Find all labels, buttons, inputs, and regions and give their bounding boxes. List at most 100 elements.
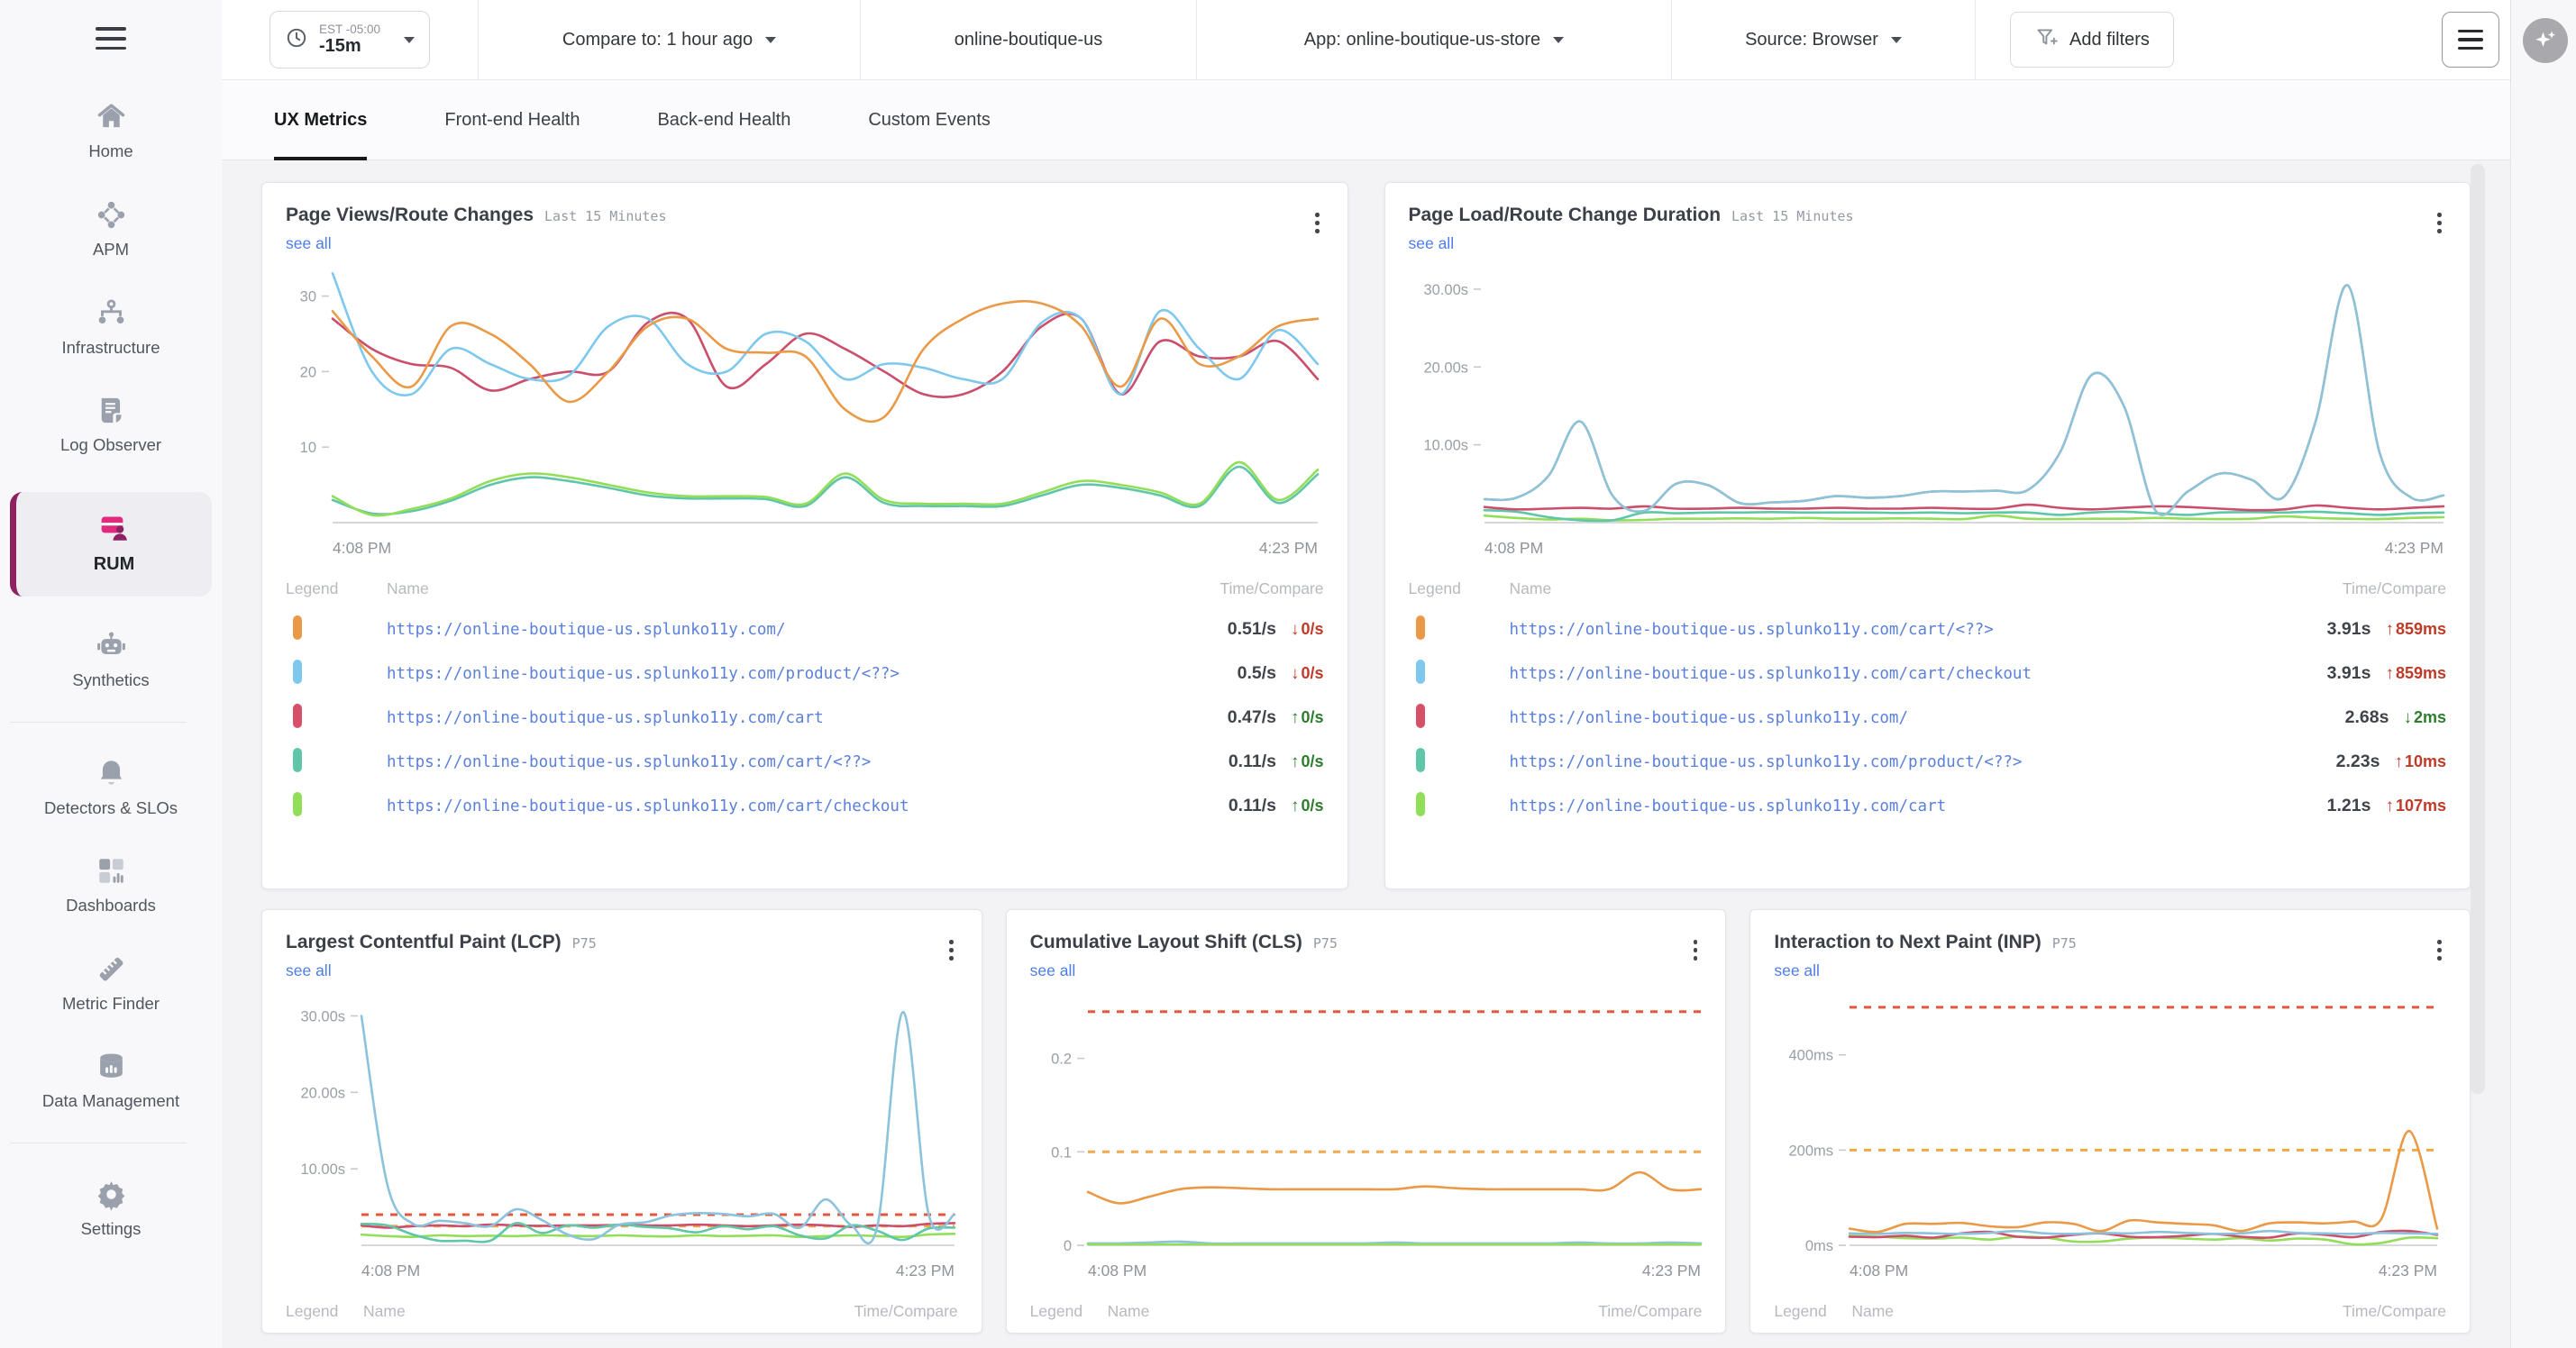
legend-value: 0.47/s xyxy=(1227,707,1276,727)
kebab-menu-icon[interactable] xyxy=(1689,935,1703,965)
tab-front-end-health[interactable]: Front-end Health xyxy=(444,80,580,159)
legend-url-link[interactable]: https://online-boutique-us.splunko11y.co… xyxy=(1509,708,1909,727)
legend-compare: ↓ 2ms xyxy=(2403,707,2446,727)
sidebar-item-detectors-slos[interactable]: Detectors & SLOs xyxy=(10,757,212,819)
tab-label: Back-end Health xyxy=(657,109,791,130)
page-views-route-changes-chart[interactable]: 10 20 30 4:08 PM 4:23 PM xyxy=(286,266,1324,562)
see-all-link[interactable]: see all xyxy=(1408,234,1455,252)
kebab-menu-icon[interactable] xyxy=(1311,208,1324,238)
sidebar-item-log-observer[interactable]: Log Observer xyxy=(10,394,212,456)
cards-row-2: Largest Contentful Paint (LCP) P75 see al… xyxy=(261,909,2471,1334)
sidebar-item-rum[interactable]: RUM xyxy=(10,491,212,597)
sidebar-item-label: Log Observer xyxy=(59,435,162,455)
source-dropdown[interactable]: Source: Browser xyxy=(1672,0,1976,79)
svg-text:30.00s: 30.00s xyxy=(1423,282,1468,298)
legend-row[interactable]: https://online-boutique-us.splunko11y.co… xyxy=(1409,740,2446,784)
hamburger-menu-icon[interactable] xyxy=(90,22,132,55)
svg-text:200ms: 200ms xyxy=(1789,1143,1834,1159)
sidebar-item-metric-finder[interactable]: Metric Finder xyxy=(10,952,212,1015)
series-color-swatch xyxy=(1415,703,1425,728)
sidebar: Home APM Infrastructure Log Observer RUM… xyxy=(0,0,222,1348)
legend-row[interactable]: https://online-boutique-us.splunko11y.co… xyxy=(1409,651,2446,696)
trend-arrow-icon: ↓ xyxy=(1290,663,1300,683)
app-dropdown[interactable]: App: online-boutique-us-store xyxy=(1197,0,1672,79)
sidebar-item-apm[interactable]: APM xyxy=(10,198,212,260)
time-picker-section: EST -05:00 -15m xyxy=(222,0,479,79)
rum-icon xyxy=(97,512,131,545)
interaction-to-next-paint-inp-chart[interactable]: 0ms 200ms 400ms 4:08 PM 4:23 PM xyxy=(1774,993,2446,1285)
kebab-menu-icon[interactable] xyxy=(2433,935,2446,965)
legend-url-link[interactable]: https://online-boutique-us.splunko11y.co… xyxy=(1509,620,1994,639)
filters-section: Add filters xyxy=(1976,0,2174,79)
legend-row[interactable]: https://online-boutique-us.splunko11y.co… xyxy=(286,607,1324,651)
legend-header-time-compare: Time/Compare xyxy=(854,1301,958,1320)
legend-url-link[interactable]: https://online-boutique-us.splunko11y.co… xyxy=(1509,752,2023,771)
see-all-link[interactable]: see all xyxy=(1774,961,1820,979)
legend-table: Legend Name Time/Compare xyxy=(286,1292,958,1330)
cumulative-layout-shift-cls-chart[interactable]: 0 0.1 0.2 4:08 PM 4:23 PM xyxy=(1030,993,1703,1285)
legend-row[interactable]: https://online-boutique-us.splunko11y.co… xyxy=(286,651,1324,696)
card-title: Cumulative Layout Shift (CLS) xyxy=(1029,932,1302,952)
legend-row[interactable]: https://online-boutique-us.splunko11y.co… xyxy=(1409,784,2446,828)
sidebar-item-infrastructure[interactable]: Infrastructure xyxy=(10,296,212,359)
legend-url-link[interactable]: https://online-boutique-us.splunko11y.co… xyxy=(387,708,824,727)
legend-value: 0.11/s xyxy=(1228,796,1276,815)
series-color-swatch xyxy=(293,747,302,772)
legend-row[interactable]: https://online-boutique-us.splunko11y.co… xyxy=(286,740,1324,784)
svg-text:4:08 PM: 4:08 PM xyxy=(1088,1261,1146,1280)
chevron-down-icon xyxy=(1553,36,1565,43)
time-range-picker[interactable]: EST -05:00 -15m xyxy=(269,11,431,68)
cards-row-1: Page Views/Route Changes Last 15 Minutes … xyxy=(261,182,2471,889)
card-subtitle: Last 15 Minutes xyxy=(1731,208,1854,224)
legend-url-link[interactable]: https://online-boutique-us.splunko11y.co… xyxy=(387,797,909,815)
legend-url-link[interactable]: https://online-boutique-us.splunko11y.co… xyxy=(387,620,786,639)
legend-table: Legend Name Time/Compare xyxy=(1774,1292,2446,1330)
page-menu-icon[interactable] xyxy=(2442,12,2499,68)
legend-compare: ↑ 0/s xyxy=(1290,707,1324,727)
svg-text:400ms: 400ms xyxy=(1789,1048,1834,1064)
tab-ux-metrics[interactable]: UX Metrics xyxy=(274,80,368,160)
ai-assistant-button[interactable] xyxy=(2523,18,2568,63)
see-all-link[interactable]: see all xyxy=(286,961,332,979)
main-column: EST -05:00 -15m Compare to: 1 hour ago o… xyxy=(222,0,2510,1348)
environment-filter[interactable]: online-boutique-us xyxy=(861,0,1197,79)
legend-row[interactable]: https://online-boutique-us.splunko11y.co… xyxy=(286,696,1324,740)
svg-text:4:23 PM: 4:23 PM xyxy=(1259,539,1318,557)
svg-text:10: 10 xyxy=(300,440,316,456)
legend-compare: ↑ 859ms xyxy=(2385,619,2446,639)
see-all-link[interactable]: see all xyxy=(286,234,332,252)
sidebar-item-data-management[interactable]: Data Management xyxy=(10,1050,212,1112)
legend-url-link[interactable]: https://online-boutique-us.splunko11y.co… xyxy=(387,664,900,683)
legend-row[interactable]: https://online-boutique-us.splunko11y.co… xyxy=(286,784,1324,828)
settings-icon xyxy=(95,1178,128,1211)
kebab-menu-icon[interactable] xyxy=(2433,208,2446,238)
sidebar-item-synthetics[interactable]: Synthetics xyxy=(10,629,212,691)
legend-header-name: Name xyxy=(387,578,429,597)
kebab-menu-icon[interactable] xyxy=(945,935,958,965)
trend-arrow-icon: ↑ xyxy=(2385,796,2394,815)
sidebar-item-dashboards[interactable]: Dashboards xyxy=(10,854,212,916)
sidebar-item-label: Data Management xyxy=(41,1091,180,1111)
sidebar-item-home[interactable]: Home xyxy=(10,100,212,162)
vertical-scrollbar[interactable] xyxy=(2471,164,2485,1094)
sidebar-item-settings[interactable]: Settings xyxy=(10,1178,212,1240)
sidebar-item-label: RUM xyxy=(93,553,135,574)
legend-url-link[interactable]: https://online-boutique-us.splunko11y.co… xyxy=(1509,664,2032,683)
largest-contentful-paint-lcp-chart[interactable]: 10.00s 20.00s 30.00s 4:08 PM 4:23 PM xyxy=(286,993,958,1285)
add-filters-button[interactable]: Add filters xyxy=(2010,12,2174,68)
legend-header-legend: Legend xyxy=(1029,1301,1083,1320)
tab-back-end-health[interactable]: Back-end Health xyxy=(657,80,790,159)
legend-table: Legend Name Time/Compare https://online-… xyxy=(1409,569,2446,828)
legend-row[interactable]: https://online-boutique-us.splunko11y.co… xyxy=(1409,607,2446,651)
legend-header-time-compare: Time/Compare xyxy=(1219,578,1324,597)
page-load-route-change-duration-chart[interactable]: 10.00s 20.00s 30.00s 4:08 PM 4:23 PM xyxy=(1409,266,2447,562)
data-management-icon xyxy=(95,1050,128,1083)
see-all-link[interactable]: see all xyxy=(1029,961,1076,979)
time-range-value: -15m xyxy=(318,36,361,57)
legend-url-link[interactable]: https://online-boutique-us.splunko11y.co… xyxy=(1509,797,1947,815)
compare-to-dropdown[interactable]: Compare to: 1 hour ago xyxy=(479,0,861,79)
tab-custom-events[interactable]: Custom Events xyxy=(868,80,991,159)
legend-row[interactable]: https://online-boutique-us.splunko11y.co… xyxy=(1409,696,2446,740)
legend-url-link[interactable]: https://online-boutique-us.splunko11y.co… xyxy=(387,752,872,771)
clock-icon xyxy=(285,26,308,54)
